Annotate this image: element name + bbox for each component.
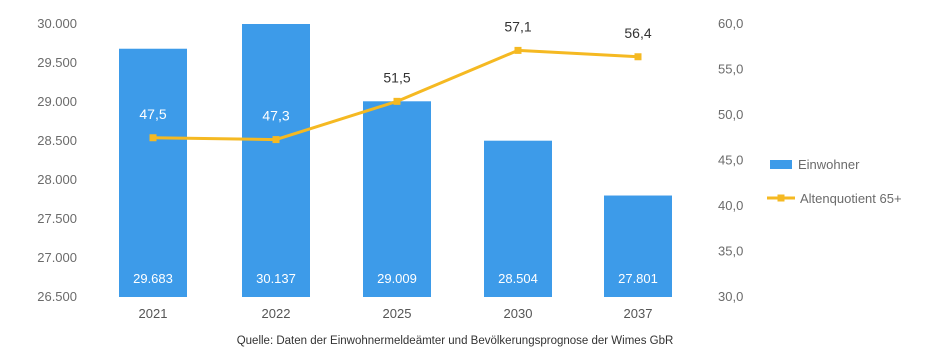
bar-value-label: 29.009 — [377, 271, 417, 286]
category-ticks: 2021 2022 2025 2030 2037 — [139, 306, 653, 321]
right-axis-tick-label: 35,0 — [718, 244, 743, 259]
line-value-label: 57,1 — [504, 18, 531, 34]
legend-swatch-einwohner — [770, 160, 792, 169]
left-axis-tick-label: 26.500 — [37, 289, 77, 304]
line-value-label: 47,3 — [262, 108, 289, 124]
left-axis-tick-label: 28.000 — [37, 172, 77, 187]
line-value-label: 56,4 — [624, 25, 651, 41]
bar-value-label: 27.801 — [618, 271, 658, 286]
line-point — [272, 136, 280, 144]
right-axis-tick-label: 40,0 — [718, 198, 743, 213]
bar — [484, 140, 552, 297]
bars-group — [119, 24, 672, 298]
category-tick-label: 2021 — [139, 306, 168, 321]
source-note: Quelle: Daten der Einwohnermeldeämter un… — [237, 335, 674, 347]
category-tick-label: 2025 — [383, 306, 412, 321]
right-axis-tick-label: 60,0 — [718, 16, 743, 31]
right-axis: 30,0 35,0 40,0 45,0 50,0 55,0 60,0 — [718, 16, 743, 304]
right-axis-tick-label: 45,0 — [718, 153, 743, 168]
line-point — [514, 46, 522, 54]
right-axis-tick-label: 55,0 — [718, 62, 743, 77]
category-tick-label: 2030 — [504, 306, 533, 321]
left-axis-tick-label: 29.000 — [37, 94, 77, 109]
line-labels-group: 47,5 47,3 51,5 57,1 56,4 — [139, 18, 651, 123]
bar — [119, 48, 187, 298]
bar — [242, 24, 310, 297]
category-tick-label: 2022 — [262, 306, 291, 321]
bar-labels-group: 29.683 30.137 29.009 28.504 27.801 — [133, 271, 658, 286]
line-point — [393, 97, 401, 105]
bar — [363, 101, 431, 297]
category-tick-label: 2037 — [624, 306, 653, 321]
right-axis-tick-label: 50,0 — [718, 107, 743, 122]
left-axis-tick-label: 27.500 — [37, 211, 77, 226]
bar-value-label: 30.137 — [256, 271, 296, 286]
bar-value-label: 28.504 — [498, 271, 538, 286]
bar-value-label: 29.683 — [133, 271, 173, 286]
left-axis-tick-label: 27.000 — [37, 250, 77, 265]
left-axis-tick-label: 29.500 — [37, 55, 77, 70]
bar — [604, 195, 672, 297]
line-value-label: 47,5 — [139, 106, 166, 122]
line-point — [634, 53, 642, 61]
line-series-group — [149, 46, 642, 144]
legend-label-einwohner: Einwohner — [798, 157, 860, 172]
line-value-label: 51,5 — [383, 69, 410, 85]
legend-swatch-altenquotient-marker — [777, 194, 785, 202]
left-axis-tick-label: 28.500 — [37, 133, 77, 148]
line-point — [149, 134, 157, 142]
legend-label-altenquotient: Altenquotient 65+ — [800, 191, 902, 206]
left-axis-tick-label: 30.000 — [37, 16, 77, 31]
legend: Einwohner Altenquotient 65+ — [767, 157, 902, 206]
left-axis: 26.500 27.000 27.500 28.000 28.500 29.000 29.5… — [37, 16, 77, 304]
right-axis-tick-label: 30,0 — [718, 289, 743, 304]
